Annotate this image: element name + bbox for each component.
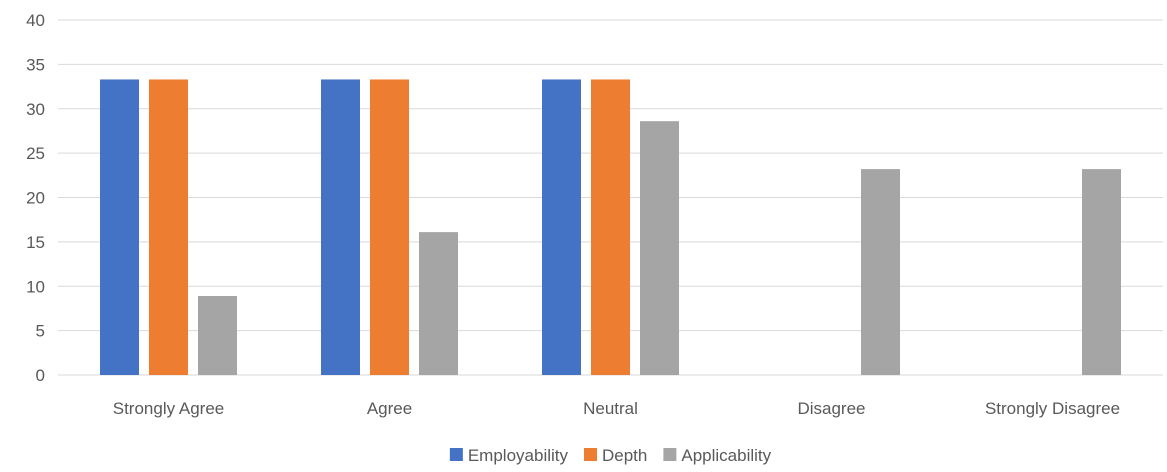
bar-applicability-strongly-disagree — [1082, 169, 1121, 375]
legend-item-applicability: Applicability — [663, 446, 772, 465]
y-tick-label: 10 — [26, 277, 45, 296]
y-tick-label: 20 — [26, 189, 45, 208]
y-axis: 0 5 10 15 20 25 30 35 40 — [26, 11, 45, 385]
bar-applicability-agree — [419, 232, 458, 375]
y-tick-label: 5 — [36, 322, 45, 341]
bar-depth-neutral — [591, 79, 630, 376]
legend-item-depth: Depth — [584, 446, 647, 465]
x-tick-label: Strongly Disagree — [985, 399, 1120, 418]
y-tick-label: 0 — [36, 366, 45, 385]
y-tick-label: 30 — [26, 100, 45, 119]
legend-swatch — [449, 448, 463, 461]
legend-swatch — [584, 448, 598, 461]
bar-applicability-disagree — [861, 169, 900, 375]
bar-depth-agree — [370, 79, 409, 376]
legend-swatch — [663, 448, 677, 461]
x-tick-label: Disagree — [797, 399, 865, 418]
x-tick-label: Strongly Agree — [113, 399, 225, 418]
bar-employability-neutral — [542, 79, 581, 376]
bar-applicability-neutral — [640, 121, 679, 375]
x-axis: Strongly Agree Agree Neutral Disagree Strong… — [113, 399, 1120, 418]
bar-applicability-strongly-agree — [198, 296, 237, 375]
bar-employability-agree — [321, 79, 360, 376]
y-tick-label: 35 — [26, 55, 45, 74]
legend: Employability Depth Applicability — [449, 446, 772, 465]
y-tick-label: 25 — [26, 144, 45, 163]
legend-label: Employability — [468, 446, 569, 465]
y-tick-label: 40 — [26, 11, 45, 30]
legend-label: Depth — [602, 446, 647, 465]
y-tick-label: 15 — [26, 233, 45, 252]
legend-label: Applicability — [681, 446, 771, 465]
bar-employability-strongly-agree — [100, 79, 139, 376]
x-tick-label: Agree — [367, 399, 412, 418]
x-tick-label: Neutral — [583, 399, 638, 418]
legend-item-employability: Employability — [449, 446, 569, 465]
bars — [100, 79, 1121, 376]
bar-depth-strongly-agree — [149, 79, 188, 376]
